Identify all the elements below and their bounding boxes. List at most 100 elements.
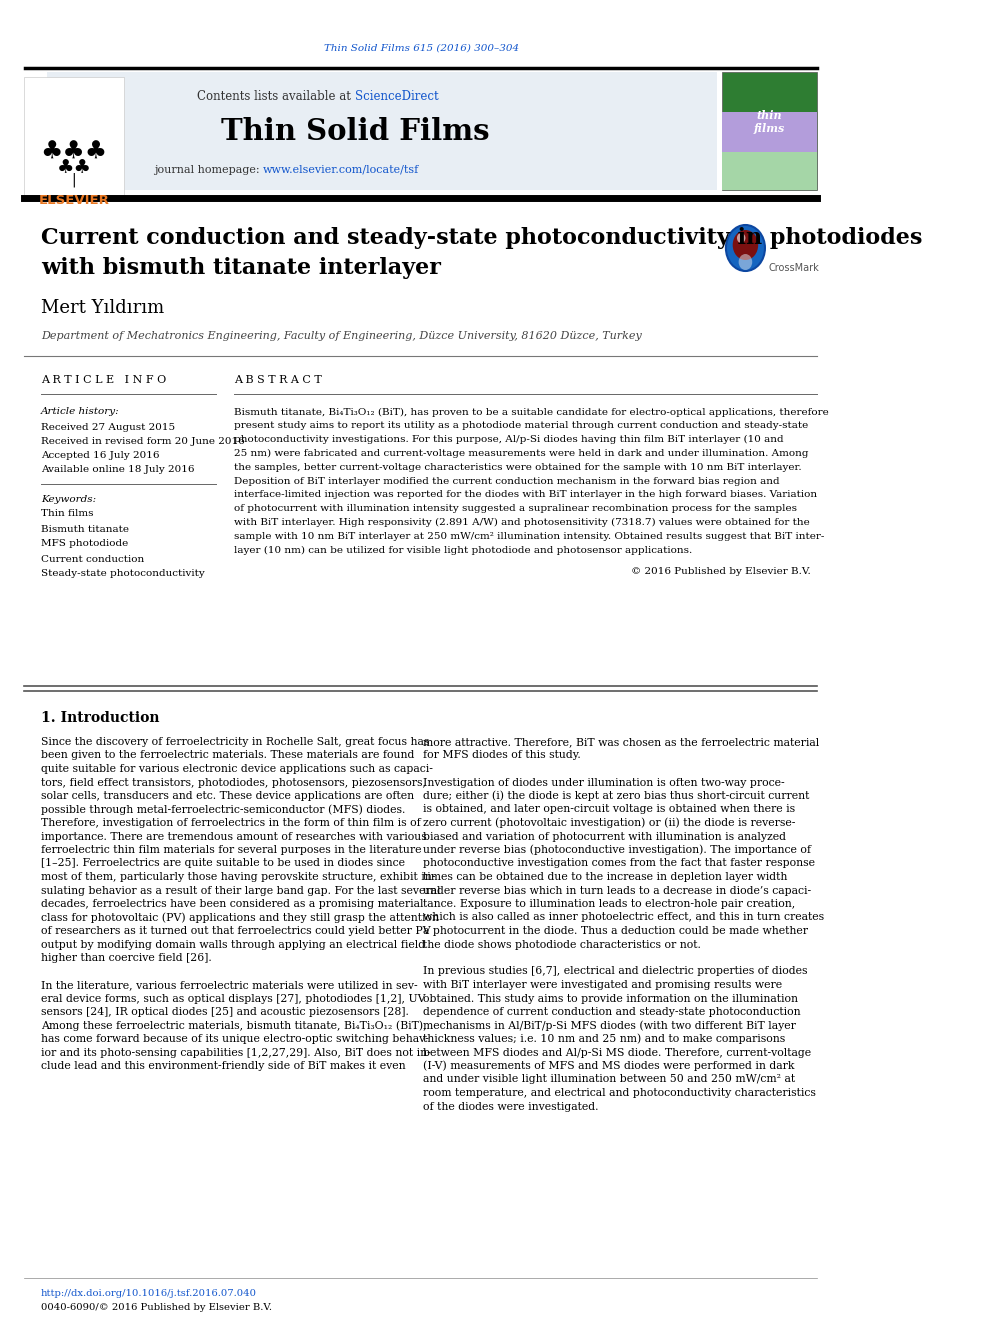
Text: Thin films: Thin films <box>41 509 93 519</box>
Text: |: | <box>71 173 76 188</box>
Text: layer (10 nm) can be utilized for visible light photodiode and photosensor appli: layer (10 nm) can be utilized for visibl… <box>234 545 692 554</box>
Text: Deposition of BiT interlayer modified the current conduction mechanism in the fo: Deposition of BiT interlayer modified th… <box>234 476 780 486</box>
Text: ScienceDirect: ScienceDirect <box>355 90 438 102</box>
Text: mechanisms in Al/BiT/p-Si MFS diodes (with two different BiT layer: mechanisms in Al/BiT/p-Si MFS diodes (wi… <box>423 1020 796 1031</box>
Text: http://dx.doi.org/10.1016/j.tsf.2016.07.040: http://dx.doi.org/10.1016/j.tsf.2016.07.… <box>41 1289 257 1298</box>
Text: for MFS diodes of this study.: for MFS diodes of this study. <box>423 750 580 761</box>
Text: with BiT interlayer were investigated and promising results were: with BiT interlayer were investigated an… <box>423 980 782 990</box>
Text: Steady-state photoconductivity: Steady-state photoconductivity <box>41 569 204 578</box>
Text: most of them, particularly those having perovskite structure, exhibit in-: most of them, particularly those having … <box>41 872 435 882</box>
Text: Accepted 16 July 2016: Accepted 16 July 2016 <box>41 451 160 459</box>
Text: A R T I C L E   I N F O: A R T I C L E I N F O <box>41 374 166 385</box>
Text: of researchers as it turned out that ferroelectrics could yield better PV: of researchers as it turned out that fer… <box>41 926 431 935</box>
Text: thin
films: thin films <box>754 110 785 134</box>
Text: ELSEVIER: ELSEVIER <box>39 193 109 206</box>
Text: photoconductive investigation comes from the fact that faster response: photoconductive investigation comes from… <box>423 859 814 868</box>
Text: CrossMark: CrossMark <box>769 263 819 273</box>
Text: A B S T R A C T: A B S T R A C T <box>234 374 322 385</box>
Text: obtained. This study aims to provide information on the illumination: obtained. This study aims to provide inf… <box>423 994 798 1004</box>
Text: higher than coercive field [26].: higher than coercive field [26]. <box>41 953 211 963</box>
Text: Therefore, investigation of ferroelectrics in the form of thin film is of: Therefore, investigation of ferroelectri… <box>41 818 421 828</box>
Text: ior and its photo-sensing capabilities [1,2,27,29]. Also, BiT does not in-: ior and its photo-sensing capabilities [… <box>41 1048 431 1057</box>
Text: importance. There are tremendous amount of researches with various: importance. There are tremendous amount … <box>41 831 427 841</box>
Text: been given to the ferroelectric materials. These materials are found: been given to the ferroelectric material… <box>41 750 414 761</box>
Text: with bismuth titanate interlayer: with bismuth titanate interlayer <box>41 257 440 279</box>
Text: eral device forms, such as optical displays [27], photodiodes [1,2], UV: eral device forms, such as optical displ… <box>41 994 426 1004</box>
Text: interface-limited injection was reported for the diodes with BiT interlayer in t: interface-limited injection was reported… <box>234 491 817 499</box>
Text: of photocurrent with illumination intensity suggested a supralinear recombinatio: of photocurrent with illumination intens… <box>234 504 798 513</box>
Text: Received in revised form 20 June 2016: Received in revised form 20 June 2016 <box>41 437 244 446</box>
Text: possible through metal-ferroelectric-semiconductor (MFS) diodes.: possible through metal-ferroelectric-sem… <box>41 804 405 815</box>
Circle shape <box>739 254 752 270</box>
Text: under reverse bias (photoconductive investigation). The importance of: under reverse bias (photoconductive inve… <box>423 844 810 855</box>
FancyBboxPatch shape <box>721 112 816 152</box>
Text: the samples, better current-voltage characteristics were obtained for the sample: the samples, better current-voltage char… <box>234 463 802 472</box>
Text: quite suitable for various electronic device applications such as capaci-: quite suitable for various electronic de… <box>41 763 433 774</box>
Text: dependence of current conduction and steady-state photoconduction: dependence of current conduction and ste… <box>423 1007 801 1017</box>
Text: ♣♣♣: ♣♣♣ <box>41 140 107 164</box>
Text: dure; either (i) the diode is kept at zero bias thus short-circuit current: dure; either (i) the diode is kept at ze… <box>423 791 809 802</box>
Text: Since the discovery of ferroelectricity in Rochelle Salt, great focus has: Since the discovery of ferroelectricity … <box>41 737 430 747</box>
Text: is obtained, and later open-circuit voltage is obtained when there is: is obtained, and later open-circuit volt… <box>423 804 795 815</box>
Text: biased and variation of photocurrent with illumination is analyzed: biased and variation of photocurrent wit… <box>423 831 786 841</box>
FancyBboxPatch shape <box>24 77 124 194</box>
Text: 0040-6090/© 2016 Published by Elsevier B.V.: 0040-6090/© 2016 Published by Elsevier B… <box>41 1303 272 1312</box>
Text: sensors [24], IR optical diodes [25] and acoustic piezosensors [28].: sensors [24], IR optical diodes [25] and… <box>41 1007 409 1017</box>
Text: room temperature, and electrical and photoconductivity characteristics: room temperature, and electrical and pho… <box>423 1088 815 1098</box>
Text: www.elsevier.com/locate/tsf: www.elsevier.com/locate/tsf <box>263 165 420 175</box>
Text: Bismuth titanate, Bi₄Ti₃O₁₂ (BiT), has proven to be a suitable candidate for ele: Bismuth titanate, Bi₄Ti₃O₁₂ (BiT), has p… <box>234 407 829 417</box>
Text: ferroelectric thin film materials for several purposes in the literature: ferroelectric thin film materials for se… <box>41 845 422 855</box>
Text: Current conduction: Current conduction <box>41 554 144 564</box>
Text: photoconductivity investigations. For this purpose, Al/p-Si diodes having thin f: photoconductivity investigations. For th… <box>234 435 784 445</box>
Text: output by modifying domain walls through applying an electrical field: output by modifying domain walls through… <box>41 939 425 950</box>
Text: Article history:: Article history: <box>41 407 119 417</box>
Text: Mert Yıldırım: Mert Yıldırım <box>41 299 164 318</box>
FancyBboxPatch shape <box>721 71 816 191</box>
Text: ♣♣: ♣♣ <box>57 159 91 177</box>
Text: clude lead and this environment-friendly side of BiT makes it even: clude lead and this environment-friendly… <box>41 1061 406 1072</box>
Text: sample with 10 nm BiT interlayer at 250 mW/cm² illumination intensity. Obtained : sample with 10 nm BiT interlayer at 250 … <box>234 532 824 541</box>
Text: Available online 18 July 2016: Available online 18 July 2016 <box>41 464 194 474</box>
Text: a photocurrent in the diode. Thus a deduction could be made whether: a photocurrent in the diode. Thus a dedu… <box>423 926 807 935</box>
Text: between MFS diodes and Al/p-Si MS diode. Therefore, current-voltage: between MFS diodes and Al/p-Si MS diode.… <box>423 1048 810 1057</box>
Text: of the diodes were investigated.: of the diodes were investigated. <box>423 1102 598 1111</box>
Text: tance. Exposure to illumination leads to electron-hole pair creation,: tance. Exposure to illumination leads to… <box>423 900 795 909</box>
Text: In previous studies [6,7], electrical and dielectric properties of diodes: In previous studies [6,7], electrical an… <box>423 967 807 976</box>
Text: Department of Mechatronics Engineering, Faculty of Engineering, Düzce University: Department of Mechatronics Engineering, … <box>41 331 642 341</box>
Text: Among these ferroelectric materials, bismuth titanate, Bi₄Ti₃O₁₂ (BiT),: Among these ferroelectric materials, bis… <box>41 1020 427 1031</box>
Circle shape <box>737 233 745 243</box>
Text: Current conduction and steady-state photoconductivity in photodiodes: Current conduction and steady-state phot… <box>41 228 923 249</box>
Text: which is also called as inner photoelectric effect, and this in turn creates: which is also called as inner photoelect… <box>423 913 824 922</box>
Text: has come forward because of its unique electro-optic switching behav-: has come forward because of its unique e… <box>41 1035 429 1044</box>
Circle shape <box>726 225 765 271</box>
FancyBboxPatch shape <box>721 152 816 191</box>
Text: journal homepage:: journal homepage: <box>154 165 263 175</box>
Text: the diode shows photodiode characteristics or not.: the diode shows photodiode characteristi… <box>423 939 700 950</box>
Text: zero current (photovoltaic investigation) or (ii) the diode is reverse-: zero current (photovoltaic investigation… <box>423 818 796 828</box>
Text: [1–25]. Ferroelectrics are quite suitable to be used in diodes since: [1–25]. Ferroelectrics are quite suitabl… <box>41 859 405 868</box>
Text: Thin Solid Films: Thin Solid Films <box>220 118 489 147</box>
Text: Contents lists available at: Contents lists available at <box>197 90 355 102</box>
Text: MFS photodiode: MFS photodiode <box>41 540 128 549</box>
Text: class for photovoltaic (PV) applications and they still grasp the attention: class for photovoltaic (PV) applications… <box>41 913 438 922</box>
Text: Bismuth titanate: Bismuth titanate <box>41 524 129 533</box>
Text: (I-V) measurements of MFS and MS diodes were performed in dark: (I-V) measurements of MFS and MS diodes … <box>423 1061 795 1072</box>
Circle shape <box>733 230 758 261</box>
Text: Thin Solid Films 615 (2016) 300–304: Thin Solid Films 615 (2016) 300–304 <box>323 44 519 53</box>
Text: 1. Introduction: 1. Introduction <box>41 710 160 725</box>
FancyBboxPatch shape <box>47 71 717 191</box>
Text: more attractive. Therefore, BiT was chosen as the ferroelectric material: more attractive. Therefore, BiT was chos… <box>423 737 819 747</box>
Text: Keywords:: Keywords: <box>41 495 96 504</box>
Text: present study aims to report its utility as a photodiode material through curren: present study aims to report its utility… <box>234 421 808 430</box>
Text: Received 27 August 2015: Received 27 August 2015 <box>41 422 175 431</box>
Text: with BiT interlayer. High responsivity (2.891 A/W) and photosensitivity (7318.7): with BiT interlayer. High responsivity (… <box>234 517 810 527</box>
Text: solar cells, transducers and etc. These device applications are often: solar cells, transducers and etc. These … <box>41 791 414 800</box>
Text: sulating behavior as a result of their large band gap. For the last several: sulating behavior as a result of their l… <box>41 885 440 896</box>
Text: under reverse bias which in turn leads to a decrease in diode’s capaci-: under reverse bias which in turn leads t… <box>423 885 810 896</box>
Text: thickness values; i.e. 10 nm and 25 nm) and to make comparisons: thickness values; i.e. 10 nm and 25 nm) … <box>423 1033 785 1044</box>
Text: In the literature, various ferroelectric materials were utilized in sev-: In the literature, various ferroelectric… <box>41 980 418 990</box>
Text: © 2016 Published by Elsevier B.V.: © 2016 Published by Elsevier B.V. <box>631 568 810 577</box>
Text: times can be obtained due to the increase in depletion layer width: times can be obtained due to the increas… <box>423 872 788 882</box>
Text: 25 nm) were fabricated and current-voltage measurements were held in dark and un: 25 nm) were fabricated and current-volta… <box>234 448 808 458</box>
Text: and under visible light illumination between 50 and 250 mW/cm² at: and under visible light illumination bet… <box>423 1074 795 1085</box>
